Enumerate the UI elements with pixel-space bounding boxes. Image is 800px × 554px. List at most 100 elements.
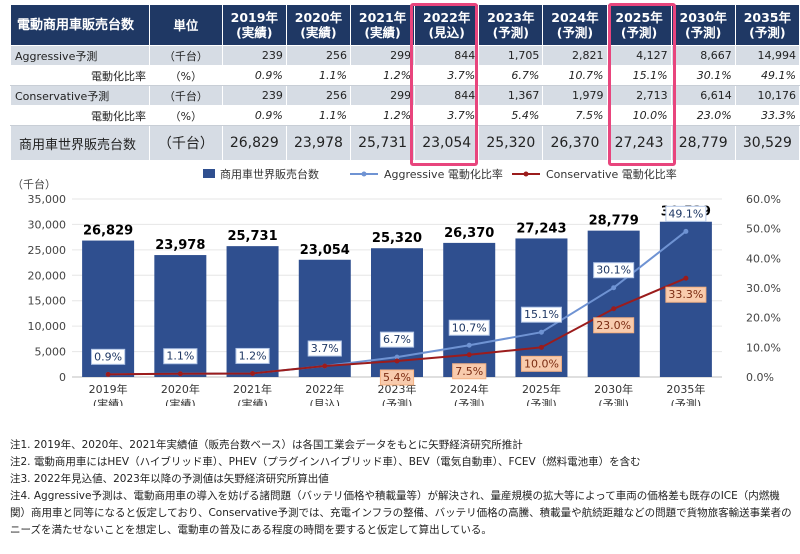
chart-legend: 商用車世界販売台数 Aggressive 電動化比率 Conservative … bbox=[203, 167, 677, 181]
x-tick-year: 2024年 bbox=[450, 382, 489, 396]
table-cell: 3.7% bbox=[414, 105, 480, 126]
table-cell: 14,994 bbox=[734, 45, 800, 66]
table-cell: 1,979 bbox=[542, 85, 608, 106]
col-header: 2035年 (予測) bbox=[734, 4, 800, 46]
conservative-line-marker bbox=[105, 371, 111, 377]
x-tick-kind: (予測) bbox=[526, 397, 557, 406]
table-cell: 4,127 bbox=[606, 45, 672, 66]
aggressive-value-label: 10.7% bbox=[448, 319, 490, 336]
conservative-line-marker bbox=[538, 344, 544, 350]
table-cell: 1.2% bbox=[349, 65, 416, 86]
y-right-tick: 30.0% bbox=[746, 282, 781, 295]
conservative-line-marker bbox=[683, 275, 689, 281]
aggressive-value-label-text: 49.1% bbox=[668, 207, 703, 220]
table-cell: 299 bbox=[349, 85, 416, 106]
bar-value-label: 28,779 bbox=[589, 214, 639, 229]
aggressive-value-label-box bbox=[163, 348, 198, 365]
table-row: 電動化比率 （%） 0.9% 1.1% 1.2% 3.7% 6.7% 10.7% 15.1% 30… bbox=[10, 65, 800, 86]
y-right-tick: 0.0% bbox=[746, 371, 774, 384]
y-left-tick: 5,000 bbox=[35, 346, 67, 359]
table-cell: 30,529 bbox=[734, 125, 800, 161]
table-cell: 1,367 bbox=[478, 85, 544, 106]
y-right-tick: 50.0% bbox=[746, 223, 781, 236]
y-left-tick: 20,000 bbox=[28, 269, 67, 282]
footnotes: 注1. 2019年、2020年、2021年実績値（販売台数ベース）は各国工業会デ… bbox=[10, 437, 795, 539]
y-left-tick: 0 bbox=[59, 371, 66, 384]
x-tick-year: 2023年 bbox=[378, 382, 417, 396]
bar-value-label: 26,370 bbox=[444, 226, 494, 241]
table-cell: 7.5% bbox=[542, 105, 608, 126]
conservative-value-label-box bbox=[452, 363, 487, 380]
table-cell: 3.7% bbox=[414, 65, 480, 86]
aggressive-value-label-box bbox=[448, 319, 490, 336]
table-cell: 1.1% bbox=[285, 65, 352, 86]
table-cell: 6,614 bbox=[670, 85, 736, 106]
table-row: Conservative予測 （千台） 239 256 299 844 1,367 1,979… bbox=[10, 85, 800, 106]
conservative-value-label: 10.0% bbox=[520, 355, 562, 372]
y-right-tick: 10.0% bbox=[746, 341, 781, 354]
aggressive-value-label: 3.7% bbox=[307, 340, 342, 357]
x-tick-year: 2019年 bbox=[89, 382, 128, 396]
aggressive-line-marker bbox=[538, 329, 544, 335]
table-cell: 256 bbox=[285, 45, 352, 66]
col-header: 2022年 (見込) bbox=[414, 4, 480, 46]
x-tick-year: 2035年 bbox=[666, 382, 705, 396]
table-row: 商用車世界販売台数 （千台） 26,829 23,978 25,731 23,054 25,… bbox=[10, 125, 800, 161]
table-cell: 15.1% bbox=[606, 65, 672, 86]
table-cell: 2,821 bbox=[542, 45, 608, 66]
legend-aggressive-marker bbox=[361, 171, 367, 177]
aggressive-value-label-text: 10.7% bbox=[452, 321, 487, 334]
aggressive-value-label: 15.1% bbox=[520, 306, 562, 323]
col-header: 2020年 (実績) bbox=[285, 4, 352, 46]
footnote: 注4. Aggressive予測は、電動商用車の導入を妨げる諸問題（バッテリ価格… bbox=[10, 490, 792, 536]
sales-chart: 商用車世界販売台数 Aggressive 電動化比率 Conservative … bbox=[12, 167, 781, 406]
table-cell: 8,667 bbox=[670, 45, 736, 66]
aggressive-value-label: 1.1% bbox=[163, 348, 198, 365]
aggressive-value-label-box bbox=[593, 262, 635, 279]
table-cell: 1.2% bbox=[349, 105, 416, 126]
x-tick-year: 2030年 bbox=[594, 382, 633, 396]
conservative-value-label-box bbox=[665, 286, 707, 303]
row-unit: （千台） bbox=[149, 45, 223, 66]
y-left-tick: 10,000 bbox=[28, 320, 67, 333]
y-right-tick: 40.0% bbox=[746, 252, 781, 265]
table-cell: 299 bbox=[349, 45, 416, 66]
conservative-line-marker bbox=[394, 358, 400, 364]
bar-value-label: 23,054 bbox=[300, 243, 350, 258]
x-tick-year: 2025年 bbox=[522, 382, 561, 396]
aggressive-line-marker bbox=[683, 228, 689, 234]
aggressive-line-marker bbox=[611, 285, 617, 291]
aggressive-value-label-text: 15.1% bbox=[524, 308, 559, 321]
row-unit: （千台） bbox=[149, 125, 223, 161]
y-right-tick: 60.0% bbox=[746, 193, 781, 206]
table-row: 電動化比率 （%） 0.9% 1.1% 1.2% 3.7% 5.4% 7.5% 10.0% 23.… bbox=[10, 105, 800, 126]
table-cell: 23,978 bbox=[285, 125, 352, 161]
conservative-line-marker bbox=[611, 306, 617, 312]
table-cell: 26,370 bbox=[542, 125, 608, 161]
x-tick-kind: (実績) bbox=[237, 397, 268, 406]
table-cell: 28,779 bbox=[670, 125, 736, 161]
y-left-tick: 25,000 bbox=[28, 244, 67, 257]
aggressive-value-label-box bbox=[307, 340, 342, 357]
table-cell: 239 bbox=[221, 45, 287, 66]
table-cell: 10.0% bbox=[606, 105, 672, 126]
aggressive-line-marker bbox=[394, 354, 400, 360]
y-left-tick: 35,000 bbox=[28, 193, 67, 206]
table-cell: 844 bbox=[414, 85, 480, 106]
x-tick-year: 2021年 bbox=[233, 382, 272, 396]
table-cell: 256 bbox=[285, 85, 352, 106]
x-tick-kind: (予測) bbox=[598, 397, 629, 406]
table-cell: 25,731 bbox=[349, 125, 416, 161]
table-cell: 23.0% bbox=[670, 105, 736, 126]
bar bbox=[587, 230, 640, 377]
aggressive-value-label-box bbox=[379, 331, 415, 348]
aggressive-value-label: 6.7% bbox=[379, 331, 415, 348]
x-tick-kind: (実績) bbox=[165, 397, 196, 406]
legend-conservative-label: Conservative 電動化比率 bbox=[546, 167, 677, 181]
bar bbox=[298, 259, 351, 377]
row-label: 電動化比率 bbox=[10, 105, 150, 126]
table-cell: 1,705 bbox=[478, 45, 544, 66]
col-header: 2021年 (実績) bbox=[349, 4, 416, 46]
aggressive-value-label-text: 30.1% bbox=[596, 264, 631, 277]
aggressive-value-label-box bbox=[665, 205, 707, 222]
